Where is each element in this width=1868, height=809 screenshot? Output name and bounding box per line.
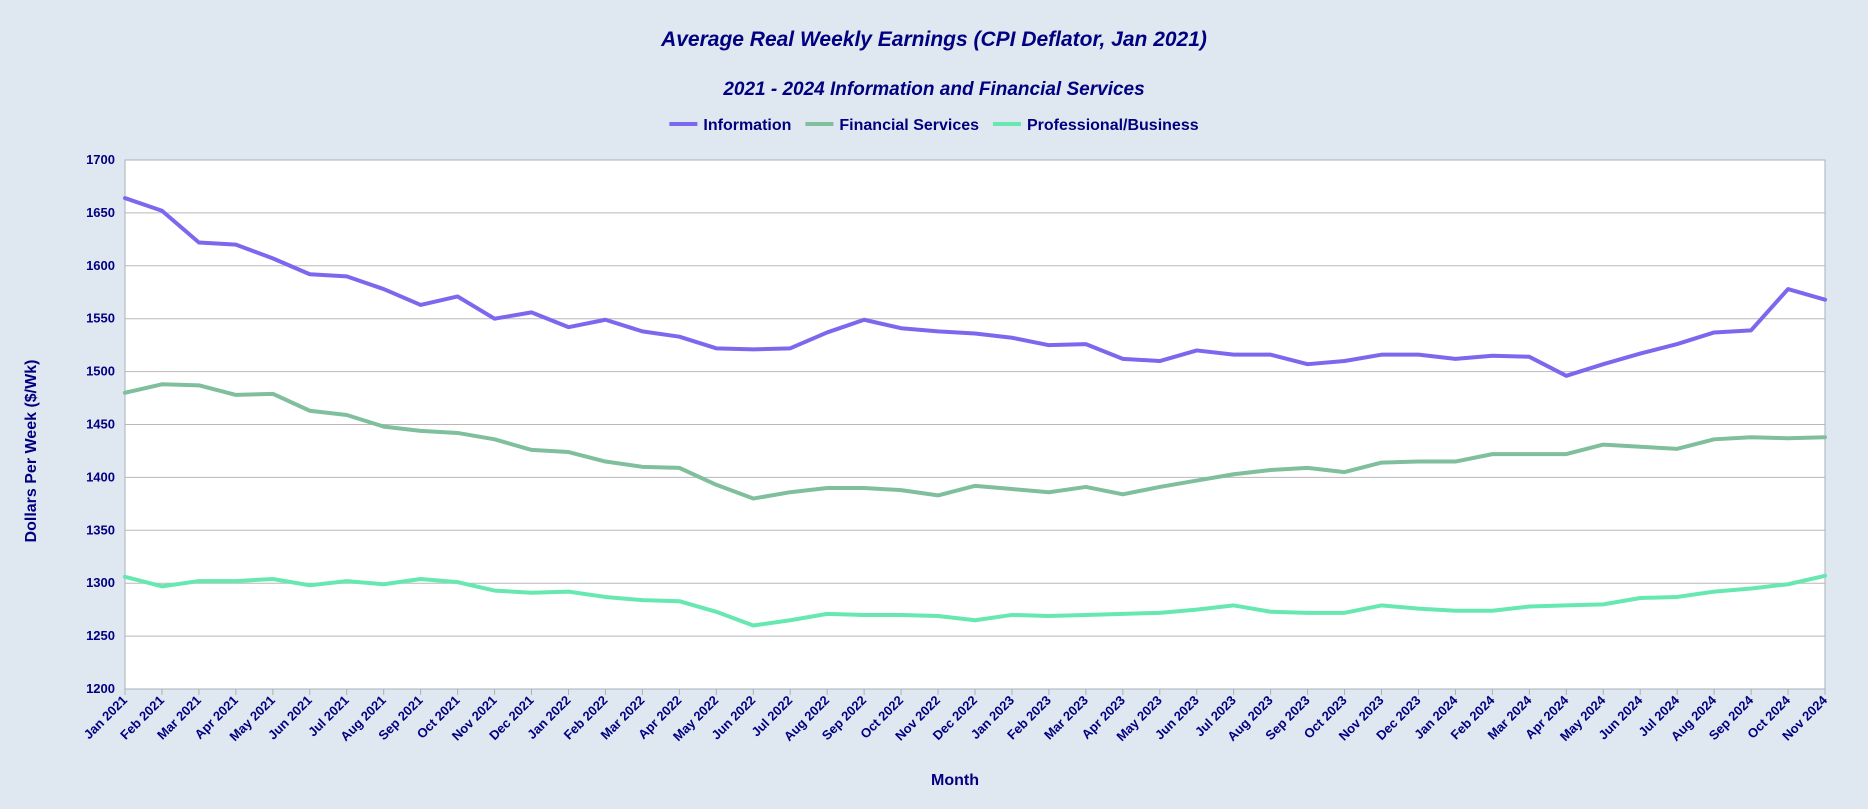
legend-label: Professional/Business <box>1027 117 1199 134</box>
gridlines <box>125 212 1825 637</box>
y-tick-label: 1650 <box>86 205 115 220</box>
legend-item: Professional/Business <box>993 117 1199 134</box>
series-line-financial-services <box>123 382 1827 501</box>
y-tick-label: 1500 <box>86 364 115 379</box>
y-tick-label: 1450 <box>86 417 115 432</box>
y-tick-label: 1200 <box>86 681 115 696</box>
y-tick-label: 1400 <box>86 469 115 484</box>
series-line-information <box>123 196 1827 378</box>
y-axis: 1200 1250 1300 1350 1400 1450 1500 1550 1600 1650… <box>86 152 115 696</box>
legend: Information Financial Services Professiona… <box>669 117 1199 134</box>
chart-title: Average Real Weekly Earnings (CPI Deflat… <box>660 28 1207 51</box>
legend-item: Information <box>669 117 791 134</box>
y-tick-label: 1550 <box>86 311 115 326</box>
y-tick-label: 1250 <box>86 628 115 643</box>
legend-item: Financial Services <box>805 117 979 134</box>
series-line-professional-business <box>123 573 1827 628</box>
legend-label: Information <box>703 117 791 134</box>
series-lines <box>123 196 1827 628</box>
y-tick-label: 1350 <box>86 522 115 537</box>
legend-label: Financial Services <box>839 117 979 134</box>
y-axis-title: Dollars Per Week ($/Wk) <box>23 360 40 543</box>
x-axis-title: Month <box>931 772 979 789</box>
y-tick-label: 1700 <box>86 152 115 167</box>
chart-subtitle: 2021 - 2024 Information and Financial Se… <box>722 79 1144 100</box>
y-tick-label: 1300 <box>86 575 115 590</box>
y-tick-label: 1600 <box>86 258 115 273</box>
